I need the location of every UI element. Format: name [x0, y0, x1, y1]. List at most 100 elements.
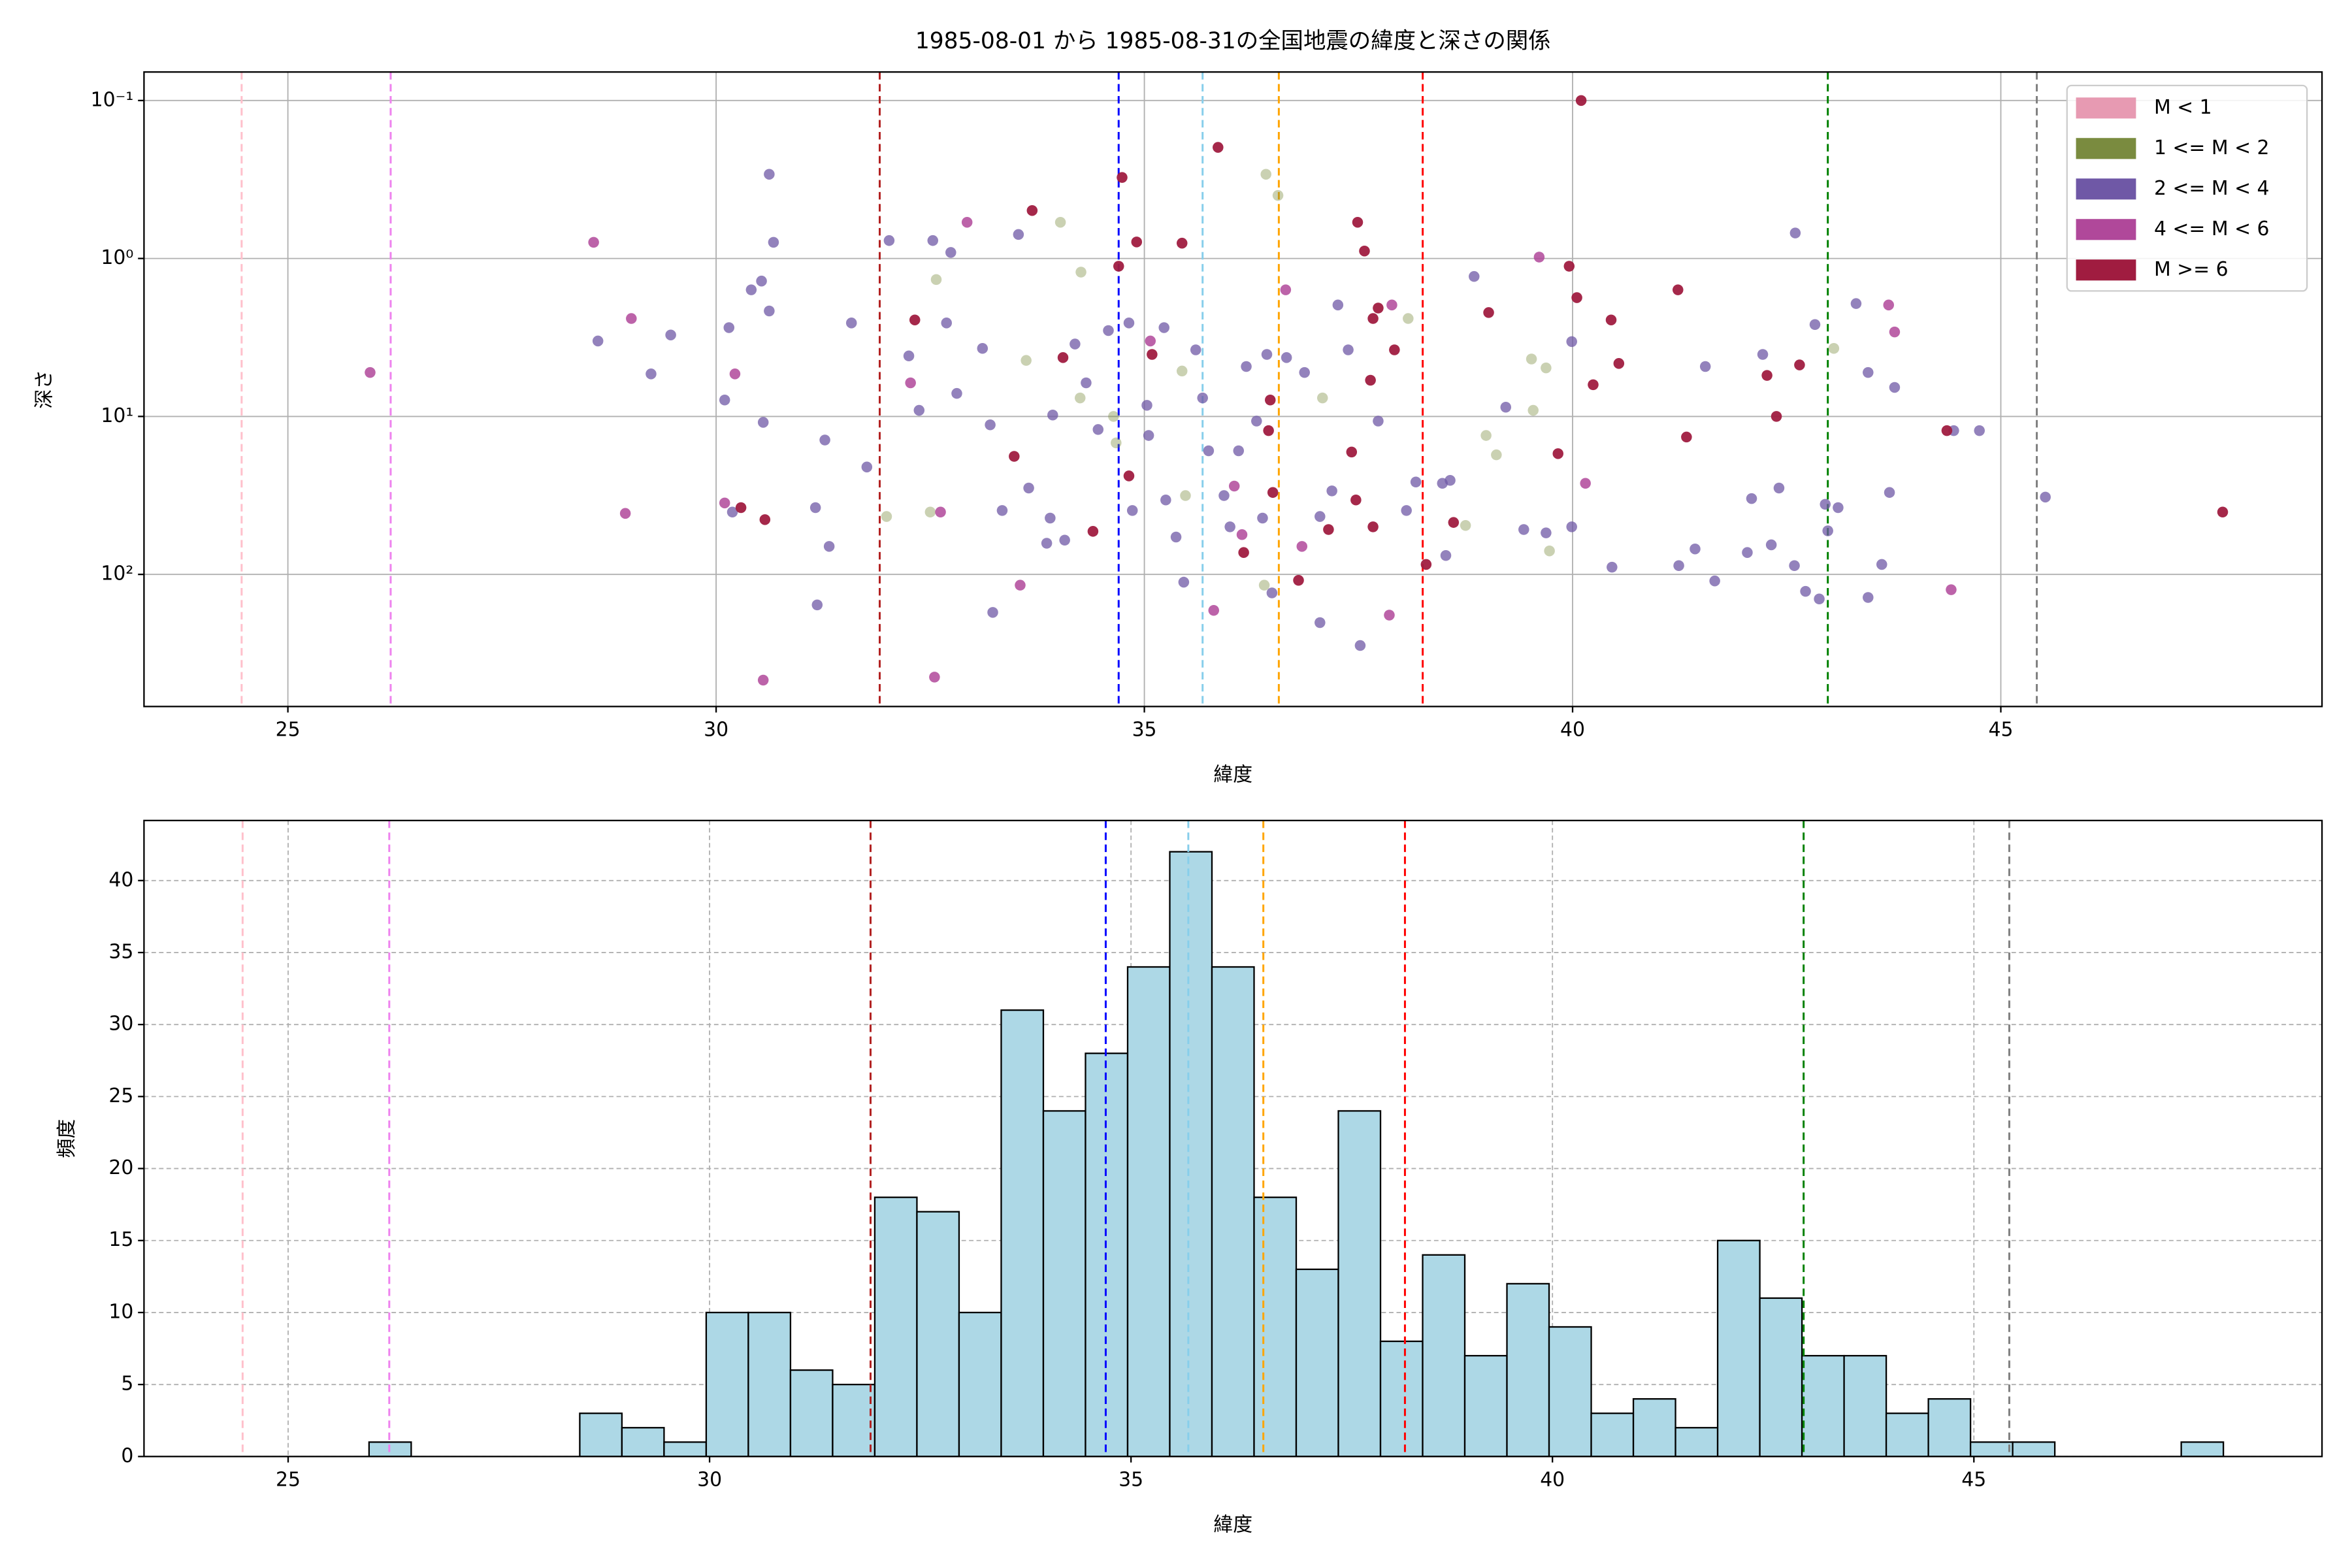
- point: [1009, 451, 1020, 462]
- bar: [1042, 1110, 1086, 1458]
- point: [1480, 430, 1492, 441]
- point: [1315, 511, 1326, 522]
- x-tick-label: 35: [1119, 1469, 1143, 1492]
- point: [951, 387, 962, 399]
- point: [1074, 392, 1086, 404]
- point: [1533, 252, 1545, 263]
- point: [1761, 370, 1772, 381]
- point: [1800, 585, 1811, 597]
- y-tick-label: 10²: [101, 563, 133, 585]
- legend-label: 2 <= M < 4: [2154, 177, 2270, 200]
- bar: [1843, 1354, 1887, 1458]
- point: [1113, 261, 1124, 272]
- point: [729, 368, 741, 380]
- point: [1131, 237, 1143, 248]
- point: [1445, 475, 1456, 486]
- point: [1884, 487, 1895, 498]
- point: [1820, 498, 1831, 510]
- point: [1141, 400, 1152, 411]
- point: [1026, 204, 1038, 216]
- point: [996, 505, 1008, 516]
- point: [1123, 318, 1135, 329]
- axes-frame: [143, 819, 2323, 1458]
- bar: [1422, 1254, 1466, 1458]
- bar: [1253, 1196, 1298, 1458]
- point: [945, 247, 956, 258]
- bar: [747, 1311, 792, 1458]
- point: [768, 237, 779, 248]
- point: [757, 417, 769, 428]
- point: [757, 674, 769, 686]
- legend-label: 4 <= M < 6: [2154, 218, 2270, 240]
- point: [1178, 576, 1190, 588]
- point: [1699, 361, 1711, 372]
- point: [1789, 227, 1801, 238]
- point: [1054, 216, 1066, 228]
- point: [1015, 580, 1026, 591]
- point: [723, 322, 735, 333]
- legend-swatch: [2076, 97, 2136, 119]
- point: [1373, 416, 1384, 427]
- point: [1876, 559, 1887, 570]
- point: [592, 335, 604, 347]
- point: [1257, 512, 1268, 524]
- point: [1180, 490, 1191, 501]
- point: [764, 169, 775, 180]
- point: [987, 607, 998, 618]
- point: [924, 506, 936, 518]
- bar: [663, 1441, 708, 1458]
- point: [1420, 559, 1432, 570]
- x-tick-label: 25: [276, 1469, 301, 1492]
- point: [1771, 411, 1782, 422]
- point: [1190, 344, 1201, 355]
- bar: [1548, 1326, 1592, 1458]
- point: [1552, 448, 1564, 459]
- point: [1575, 95, 1587, 106]
- point: [883, 235, 895, 246]
- point: [1359, 245, 1370, 257]
- point: [1126, 505, 1138, 516]
- point: [1143, 430, 1154, 441]
- y-tick-label: 15: [108, 1228, 133, 1251]
- point: [1681, 431, 1692, 443]
- bar: [1674, 1427, 1719, 1458]
- point: [1833, 502, 1844, 514]
- point: [1365, 374, 1376, 386]
- point: [1518, 524, 1529, 535]
- point: [1889, 382, 1901, 393]
- point: [1087, 526, 1099, 537]
- point: [1023, 482, 1034, 494]
- point: [1176, 237, 1188, 249]
- x-tick-label: 40: [1540, 1469, 1565, 1492]
- bar: [1000, 1009, 1045, 1458]
- point: [1483, 307, 1494, 318]
- point: [1709, 575, 1720, 587]
- point: [1746, 493, 1757, 504]
- point: [1111, 437, 1122, 449]
- x-axis-label: 緯度: [1213, 763, 1252, 786]
- bar: [958, 1311, 1002, 1458]
- y-tick-label: 10⁰: [101, 246, 133, 269]
- point: [1070, 338, 1081, 350]
- point: [756, 275, 767, 287]
- point: [1352, 216, 1364, 228]
- point: [1047, 410, 1058, 421]
- point: [1491, 449, 1502, 461]
- point: [819, 434, 830, 446]
- point: [1410, 476, 1422, 487]
- point: [1176, 365, 1188, 377]
- point: [1323, 524, 1334, 535]
- point: [1299, 367, 1310, 378]
- point: [1075, 267, 1086, 278]
- bar: [1337, 1110, 1382, 1458]
- point: [1605, 314, 1617, 325]
- x-tick-label: 45: [1989, 719, 2014, 742]
- point: [930, 274, 942, 286]
- point: [845, 318, 857, 329]
- point: [1208, 605, 1220, 616]
- point: [1343, 344, 1354, 355]
- point: [1588, 379, 1599, 391]
- point: [1260, 169, 1271, 180]
- y-axis-label: 深さ: [33, 370, 56, 409]
